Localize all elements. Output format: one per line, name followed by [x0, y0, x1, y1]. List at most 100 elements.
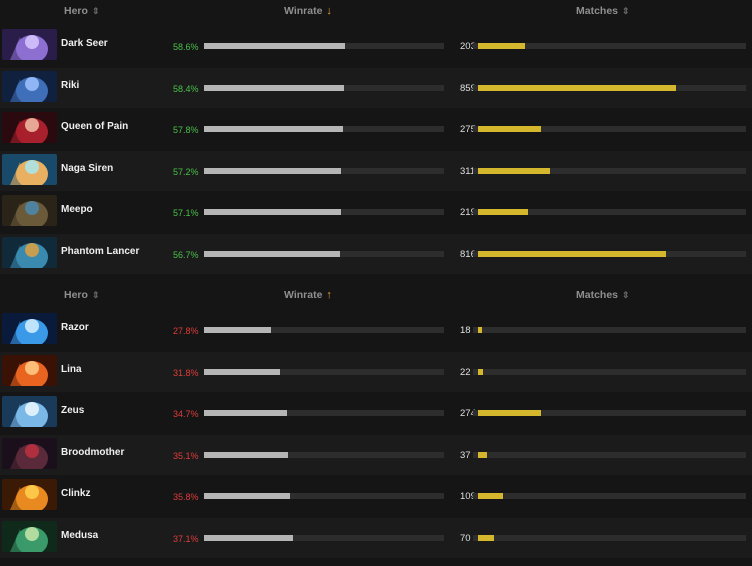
matches-value: 70	[460, 532, 471, 544]
matches-bar-fill	[478, 368, 484, 375]
meepo-portrait[interactable]	[2, 195, 57, 226]
winrate-value: 57.1%	[173, 208, 199, 218]
matches-bar-track	[473, 84, 746, 91]
matches-bar-fill	[478, 43, 525, 49]
hero-name[interactable]: Riki	[61, 79, 80, 91]
hero-name[interactable]: Clinkz	[61, 488, 91, 499]
hero-column-header[interactable]: Hero ⇕	[64, 5, 100, 17]
winrate-value: 35.8%	[173, 492, 199, 502]
matches-bar-track	[473, 534, 746, 541]
matches-bar-fill	[478, 167, 550, 174]
broodmother-portrait[interactable]	[2, 437, 57, 469]
hero-name[interactable]: Phantom Lancer	[61, 245, 140, 257]
matches-bar-fill	[478, 126, 542, 132]
hero-name[interactable]: Naga Siren	[61, 162, 114, 174]
table-row[interactable]: Zeus 34.7% 274	[0, 393, 752, 433]
table-row[interactable]: Riki 58.4% 859	[0, 67, 752, 108]
matches-bar-fill	[478, 327, 483, 333]
dark-seer-portrait[interactable]	[2, 29, 57, 60]
winrate-bar-fill	[204, 410, 288, 416]
winrate-value: 57.2%	[173, 166, 199, 177]
matches-column-header[interactable]: Matches ⇕	[576, 289, 630, 301]
matches-value: 274	[460, 408, 476, 419]
winrate-bar-track	[204, 126, 444, 132]
hero-name[interactable]: Dark Seer	[61, 38, 108, 49]
winrate-value: 35.1%	[173, 450, 199, 461]
winrate-bar-track	[204, 451, 444, 458]
hero-name[interactable]: Broodmother	[61, 446, 125, 458]
matches-bar-track	[473, 209, 746, 215]
winrate-column-header[interactable]: Winrate ↓	[284, 5, 332, 17]
hero-name[interactable]: Zeus	[61, 405, 85, 416]
matches-value: 22	[460, 366, 471, 378]
hero-name[interactable]: Queen of Pain	[61, 121, 129, 132]
matches-bar-track	[473, 493, 746, 499]
table-row[interactable]: Lina 31.8% 22	[0, 351, 752, 392]
table-row[interactable]: Razor 27.8% 18	[0, 310, 752, 350]
table-header: Hero ⇕ Winrate ↓ Matches ⇕	[0, 0, 752, 22]
table-row[interactable]: Medusa 37.1% 70	[0, 517, 752, 558]
table-header: Hero ⇕ Winrate ↑ Matches ⇕	[0, 284, 752, 306]
winrate-bar-fill	[204, 327, 271, 333]
matches-bar-fill	[478, 534, 495, 541]
hero-name[interactable]: Meepo	[61, 204, 93, 215]
matches-bar-fill	[478, 84, 676, 91]
matches-value: 109	[460, 491, 476, 502]
lina-portrait[interactable]	[2, 354, 57, 386]
phantom-lancer-portrait[interactable]	[2, 236, 57, 268]
hero-name[interactable]: Razor	[61, 322, 89, 333]
sort-icon: ⇕	[622, 289, 630, 300]
matches-bar-fill	[478, 209, 529, 215]
winrate-bar-track	[204, 209, 444, 215]
matches-value: 18	[460, 325, 471, 336]
matches-bar-track	[473, 167, 746, 174]
table-row[interactable]: Meepo 57.1% 219	[0, 192, 752, 232]
sort-icon: ⇕	[91, 5, 100, 16]
matches-bar-track	[473, 451, 746, 458]
winrate-bar-track	[204, 250, 444, 257]
winrate-bar-fill	[204, 167, 342, 174]
razor-portrait[interactable]	[2, 313, 57, 344]
matches-value: 203	[460, 41, 476, 52]
matches-bar-track	[473, 126, 746, 132]
winrate-bar-track	[204, 534, 444, 541]
sort-desc-arrow-icon: ↓	[326, 5, 332, 17]
winrate-value: 58.4%	[173, 83, 199, 94]
hero-name[interactable]: Medusa	[61, 529, 99, 541]
winrate-bar-fill	[204, 368, 281, 375]
table-row[interactable]: Naga Siren 57.2% 311	[0, 150, 752, 191]
table-row[interactable]: Clinkz 35.8% 109	[0, 476, 752, 516]
winrate-bar-track	[204, 368, 444, 375]
winrate-value: 57.8%	[173, 125, 199, 135]
matches-value: 37	[460, 449, 471, 461]
matches-bar-track	[473, 327, 746, 333]
matches-bar-track	[473, 250, 746, 257]
clinkz-portrait[interactable]	[2, 479, 57, 510]
table-row[interactable]: Broodmother 35.1% 37	[0, 434, 752, 475]
matches-value: 816	[460, 248, 476, 260]
table-row[interactable]: Queen of Pain 57.8% 275	[0, 109, 752, 149]
winrate-bar-track	[204, 43, 444, 49]
queen-of-pain-portrait[interactable]	[2, 112, 57, 143]
matches-column-header[interactable]: Matches ⇕	[576, 5, 630, 17]
matches-value: 219	[460, 207, 476, 218]
hero-name[interactable]: Lina	[61, 363, 82, 375]
winrate-value: 27.8%	[173, 326, 199, 336]
table-row[interactable]: Phantom Lancer 56.7% 816	[0, 233, 752, 274]
sort-icon: ⇕	[622, 5, 630, 16]
winrate-value: 34.7%	[173, 409, 199, 419]
winrate-bar-fill	[204, 250, 341, 257]
winrate-bar-track	[204, 410, 444, 416]
winrate-bar-fill	[204, 209, 342, 215]
matches-bar-track	[473, 410, 746, 416]
winrate-bar-fill	[204, 493, 290, 499]
naga-siren-portrait[interactable]	[2, 153, 57, 185]
winrate-column-header[interactable]: Winrate ↑	[284, 289, 332, 301]
matches-bar-fill	[478, 250, 667, 257]
hero-column-header[interactable]: Hero ⇕	[64, 289, 100, 301]
table-row[interactable]: Dark Seer 58.6% 203	[0, 26, 752, 66]
zeus-portrait[interactable]	[2, 396, 57, 427]
riki-portrait[interactable]	[2, 70, 57, 102]
medusa-portrait[interactable]	[2, 520, 57, 552]
matches-bar-track	[473, 368, 746, 375]
